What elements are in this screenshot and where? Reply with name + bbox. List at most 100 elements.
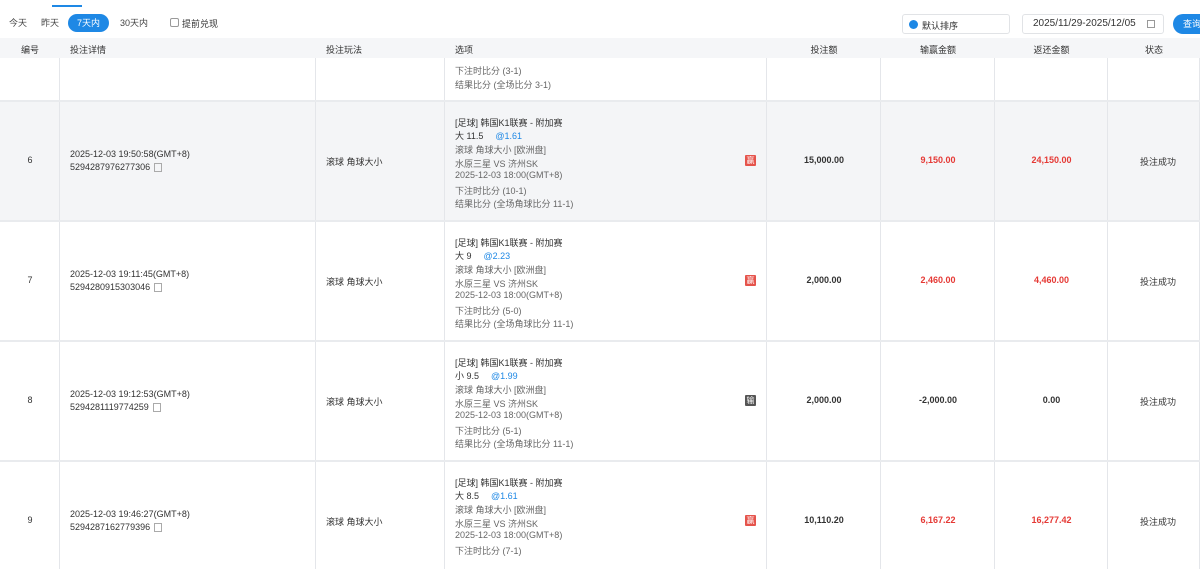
option-line: 滚球 角球大小 [欧洲盘] (455, 265, 547, 275)
result-badge: 赢 (745, 155, 756, 166)
status: 投注成功 (1139, 397, 1176, 407)
column-header: 状态 (1144, 45, 1163, 55)
table-cell: 2,460.00 (881, 222, 995, 340)
checkbox[interactable] (170, 18, 179, 27)
table-cell: 16,277.42 (995, 462, 1108, 569)
stake: 10,110.20 (804, 515, 844, 525)
table-cell: 2025-12-03 19:46:27(GMT+8) 52942871627793… (60, 462, 316, 569)
table-cell: 7 (0, 222, 60, 340)
table-cell: 9 (0, 462, 60, 569)
sort-select[interactable]: 默认排序 (902, 14, 1010, 34)
return-amount: 16,277.42 (1031, 515, 1072, 525)
column-header: 投注玩法 (326, 45, 363, 55)
table-cell: 15,000.00 (767, 102, 881, 220)
option-line: 结果比分 (全场比分 3-1) (455, 80, 552, 90)
league: [足球] 韩国K1联赛 - 附加赛 (455, 118, 563, 128)
table-cell: 2025-12-03 19:50:58(GMT+8) 52942879762773… (60, 102, 316, 220)
filter-bar (0, 0, 1200, 38)
range-tab[interactable]: 30天内 (120, 18, 149, 28)
bet-play: 滚球 角球大小 (326, 157, 383, 167)
bet-play: 滚球 角球大小 (326, 517, 383, 527)
table-cell (1108, 58, 1200, 100)
calendar-icon (1147, 20, 1155, 28)
table-cell: 投注成功 (1108, 342, 1200, 460)
odds: @1.61 (495, 131, 523, 141)
copy-icon[interactable] (154, 163, 163, 173)
odds: @2.23 (483, 251, 511, 261)
pick: 大 11.5 @1.61 (455, 129, 522, 142)
option-line: 2025-12-03 18:00(GMT+8) (455, 530, 563, 540)
active-tab-indicator (52, 5, 82, 7)
table-cell: 8 (0, 342, 60, 460)
table-cell (316, 58, 445, 100)
bet-time: 2025-12-03 19:11:45(GMT+8) (70, 269, 190, 279)
date-picker[interactable]: 2025/11/29-2025/12/05 (1022, 14, 1164, 34)
copy-icon[interactable] (152, 403, 161, 413)
option-line: 下注时比分 (5-1) (455, 425, 522, 436)
row-id: 8 (27, 395, 33, 405)
order-no: 5294287976277306 (70, 162, 163, 173)
odds: @1.61 (491, 491, 518, 501)
option-line: 结果比分 (全场角球比分 11-1) (455, 199, 574, 209)
table-cell: [足球] 韩国K1联赛 - 附加赛大 11.5 @1.61 滚球 角球大小 [欧洲盘… (445, 102, 767, 220)
pick-text: 大 9 (455, 251, 472, 261)
pick-text: 小 9.5 (455, 371, 480, 381)
pick-text: 大 8.5 (455, 491, 480, 501)
column-header: 返还金额 (1033, 45, 1070, 55)
option-line: 水原三星 VS 济州SK (455, 518, 539, 529)
option-line: 2025-12-03 18:00(GMT+8) (455, 410, 563, 420)
column-header: 编号 (20, 45, 39, 55)
bet-time: 2025-12-03 19:46:27(GMT+8) (70, 509, 190, 519)
range-tab[interactable]: 今天 (9, 18, 28, 28)
stake: 2,000.00 (806, 395, 842, 405)
table-cell: 0.00 (995, 342, 1108, 460)
table-cell: 2025-12-03 19:11:45(GMT+8) 52942809153030… (60, 222, 316, 340)
table-cell (995, 58, 1108, 100)
table-cell (767, 58, 881, 100)
table-cell: 2,000.00 (767, 342, 881, 460)
table-cell (0, 58, 60, 100)
row-id: 9 (27, 515, 33, 525)
range-tab[interactable]: 7天内 (68, 14, 110, 32)
option-line: 2025-12-03 18:00(GMT+8) (455, 290, 563, 300)
column-header: 选项 (455, 45, 474, 55)
return-amount: 24,150.00 (1031, 155, 1072, 165)
range-tab[interactable]: 昨天 (41, 18, 60, 28)
table-cell: -2,000.00 (881, 342, 995, 460)
query-button[interactable]: 查询 (1173, 14, 1200, 34)
option-line: 下注时比分 (7-1) (455, 545, 522, 556)
row-id: 6 (27, 155, 33, 165)
option-line: 结果比分 (全场角球比分 11-1) (455, 319, 574, 329)
table-cell: [足球] 韩国K1联赛 - 附加赛大 9 @2.23 滚球 角球大小 [欧洲盘] 水原… (445, 222, 767, 340)
copy-icon[interactable] (154, 283, 163, 293)
stake: 15,000.00 (803, 155, 845, 165)
table-cell: 投注成功 (1108, 462, 1200, 569)
table-cell (60, 58, 316, 100)
table-cell: 滚球 角球大小 (316, 462, 445, 569)
table-cell (881, 58, 995, 100)
sort-label: 默认排序 (922, 21, 959, 31)
row-id: 7 (27, 275, 33, 285)
option-line: 水原三星 VS 济州SK (455, 158, 539, 169)
win-loss: -2,000.00 (918, 395, 958, 405)
copy-icon[interactable] (154, 523, 163, 533)
status: 投注成功 (1139, 517, 1176, 527)
win-loss: 9,150.00 (920, 155, 956, 165)
table-cell: 滚球 角球大小 (316, 102, 445, 220)
bet-time: 2025-12-03 19:12:53(GMT+8) (70, 389, 190, 399)
result-badge: 赢 (745, 275, 756, 286)
pick: 小 9.5 @1.99 (455, 369, 518, 382)
check-icon (909, 20, 918, 29)
column-header: 输赢金额 (919, 45, 956, 55)
option-line: 水原三星 VS 济州SK (455, 398, 539, 409)
status: 投注成功 (1139, 157, 1176, 167)
option-line: 滚球 角球大小 [欧洲盘] (455, 505, 547, 515)
order-no: 5294280915303046 (70, 282, 163, 293)
odds: @1.99 (491, 371, 518, 381)
table-cell: 2025-12-03 19:12:53(GMT+8) 52942811197742… (60, 342, 316, 460)
league: [足球] 韩国K1联赛 - 附加赛 (455, 358, 563, 368)
date-range: 2025/11/29-2025/12/05 (1033, 18, 1136, 29)
table-cell: 下注时比分 (3-1) 结果比分 (全场比分 3-1) (445, 58, 767, 100)
pick: 大 8.5 @1.61 (455, 489, 518, 502)
dropdown-arrow (997, 17, 1003, 27)
